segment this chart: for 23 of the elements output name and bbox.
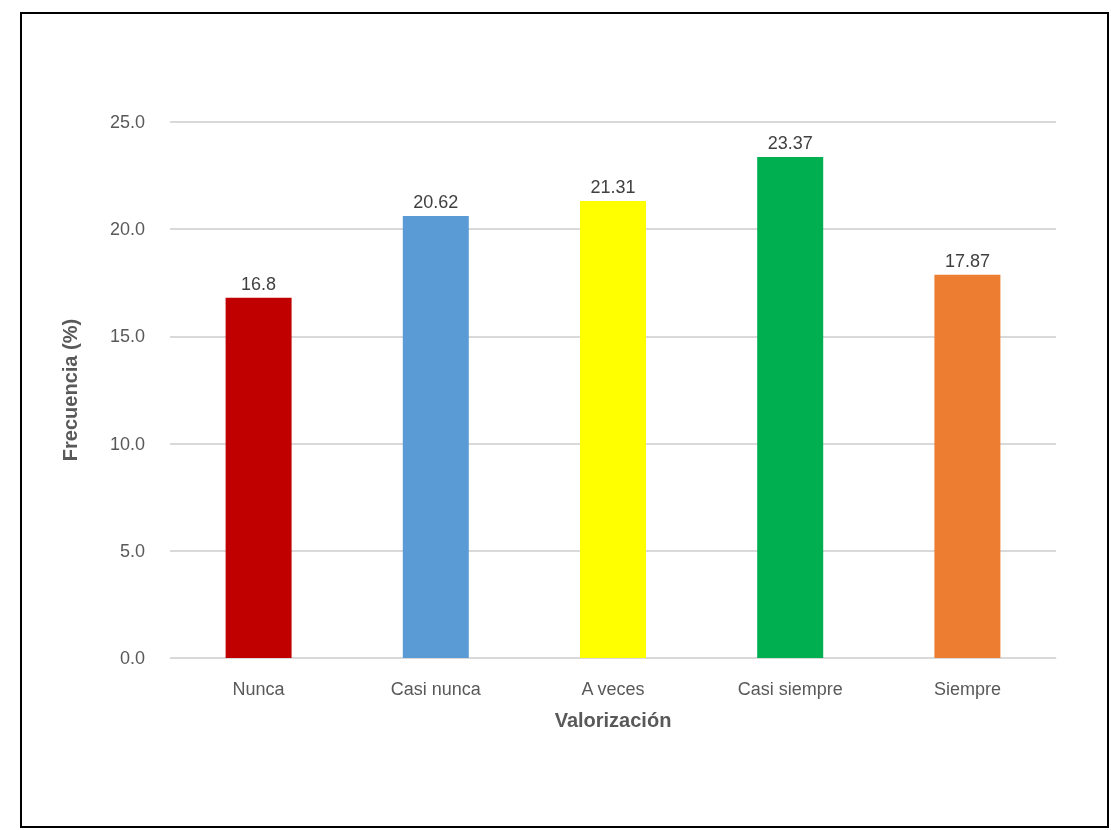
bar <box>402 215 469 658</box>
bar <box>225 297 292 658</box>
data-label: 20.62 <box>413 191 459 212</box>
data-label: 17.87 <box>944 250 990 271</box>
y-tick-label: 20.0 <box>109 219 145 240</box>
bar <box>934 274 1001 658</box>
x-tick-label: Siempre <box>933 679 1001 699</box>
bar <box>580 201 646 658</box>
x-tick-label: A veces <box>581 679 645 699</box>
x-tick-label: Casi nunca <box>390 679 482 699</box>
data-label: 16.8 <box>241 273 277 294</box>
y-axis-title: Frecuencia (%) <box>59 318 81 462</box>
y-tick-label: 0.0 <box>119 648 145 668</box>
y-tick-label: 5.0 <box>119 540 145 561</box>
data-label: 23.37 <box>767 132 813 153</box>
x-tick-label: Nunca <box>232 679 286 699</box>
y-tick-label: 15.0 <box>109 326 145 347</box>
y-tick-label: 10.0 <box>109 433 145 454</box>
x-axis-title: Valorización <box>554 709 672 731</box>
data-label: 21.31 <box>590 177 636 198</box>
bar <box>757 156 824 658</box>
x-tick-label: Casi siempre <box>737 679 843 699</box>
y-tick-label: 25.0 <box>109 112 145 132</box>
